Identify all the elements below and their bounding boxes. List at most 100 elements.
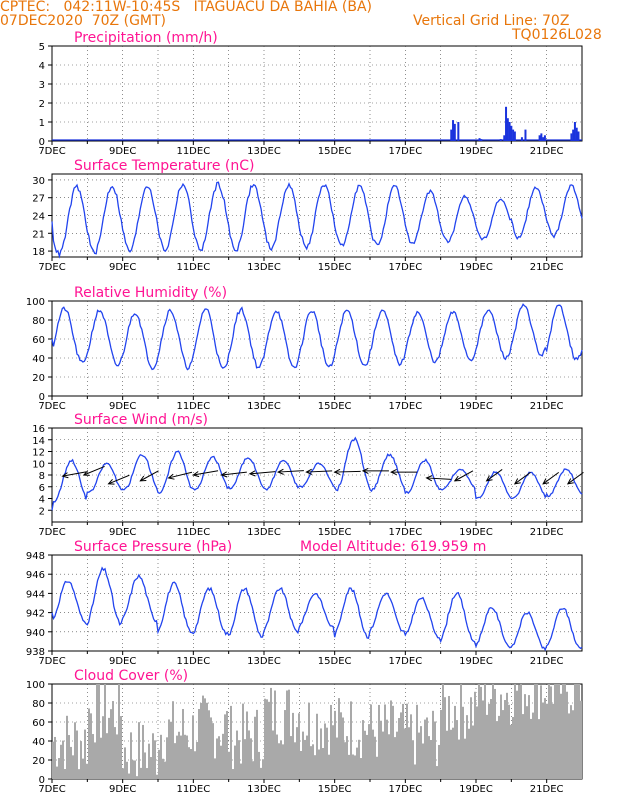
cloud-bar — [266, 699, 268, 779]
cloud-bar — [312, 744, 314, 779]
wind-arrow — [221, 471, 247, 476]
grid-note: Vertical Grid Line: 70Z — [413, 13, 570, 29]
precip-bar — [542, 137, 545, 141]
cloud-bar — [362, 720, 364, 779]
cloud-bar — [490, 699, 492, 779]
cloud-bar — [378, 704, 380, 779]
cloud-bar — [344, 742, 346, 779]
wind-arrow-head — [513, 478, 521, 485]
cloud-bar — [410, 714, 412, 779]
ytick-wind: 10 — [32, 459, 45, 470]
cloud-bar — [168, 719, 170, 779]
xtick-temp: 13DEC — [247, 262, 281, 273]
cloud-bar — [386, 719, 388, 779]
cloud-bar — [134, 760, 136, 779]
cloud-bar — [452, 727, 454, 779]
cloud-bar — [88, 708, 90, 779]
cloud-bar — [52, 741, 54, 779]
cloud-bar — [202, 695, 204, 779]
panel-title-pressure: Surface Pressure (hPa) — [74, 539, 232, 555]
cloud-bar — [510, 724, 512, 779]
xtick-humidity: 15DEC — [318, 401, 352, 412]
cloud-bar — [256, 709, 258, 779]
cloud-bar — [150, 757, 152, 779]
panel-title-temp: Surface Temperature (nC) — [74, 158, 255, 174]
cloud-bar — [454, 705, 456, 779]
cloud-bar — [322, 747, 324, 779]
station-title: CPTEC: 042:11W-10:45S ITAGUACU DA BAHIA … — [0, 0, 372, 15]
xtick-cloud: 17DEC — [388, 784, 422, 795]
cloud-bar — [178, 731, 180, 779]
wind-arrow-head — [192, 471, 200, 478]
wind-arrow — [140, 470, 159, 482]
cloud-bar — [380, 720, 382, 779]
cloud-bar — [218, 736, 220, 779]
precip-bar — [512, 129, 515, 141]
plot-frame-precip — [51, 45, 583, 142]
cloud-bar — [526, 706, 528, 779]
precip-bar — [570, 133, 573, 141]
cloud-bar — [318, 749, 320, 779]
cloud-bar — [244, 739, 246, 779]
ytick-precip: 4 — [39, 61, 45, 72]
cloud-bar — [444, 697, 446, 779]
precip-bar — [452, 120, 455, 141]
wind-arrow — [426, 477, 452, 480]
cloud-bar — [304, 739, 306, 779]
cloud-bar — [114, 727, 116, 779]
cloud-bar — [480, 686, 482, 779]
cloud-bar — [406, 703, 408, 779]
cloud-bar — [422, 743, 424, 779]
xtick-cloud: 19DEC — [459, 784, 493, 795]
cloud-bar — [366, 734, 368, 779]
cloud-bar — [436, 766, 438, 779]
cloud-bar — [270, 687, 272, 779]
cloud-bar — [388, 734, 390, 779]
cloud-bar — [356, 747, 358, 779]
xtick-wind: 7DEC — [38, 527, 65, 538]
xtick-precip: 9DEC — [109, 146, 136, 157]
xtick-pressure: 9DEC — [109, 656, 136, 667]
xtick-temp: 21DEC — [530, 262, 564, 273]
cloud-bar — [100, 737, 102, 779]
ytick-precip: 5 — [39, 42, 45, 53]
cloud-bar — [110, 709, 112, 779]
cloud-bar — [160, 734, 162, 779]
cloud-bar — [216, 738, 218, 779]
ytick-cloud: 0 — [39, 775, 45, 786]
cloud-bar — [514, 684, 516, 779]
cloud-bar — [268, 701, 270, 779]
cloud-bar — [288, 689, 290, 779]
cloud-bar — [144, 752, 146, 779]
cloud-bar — [316, 713, 318, 779]
cloud-bar — [540, 685, 542, 779]
wind-arrow — [542, 471, 560, 485]
ytick-temp: 24 — [32, 212, 45, 223]
xtick-temp: 11DEC — [176, 262, 210, 273]
cloud-bar — [332, 725, 334, 779]
ytick-temp: 30 — [32, 176, 45, 187]
wind-arrow-head — [542, 478, 550, 485]
cloud-bar — [348, 754, 350, 779]
cloud-bar — [92, 734, 94, 779]
cloud-bar — [548, 684, 550, 779]
cloud-bar — [528, 695, 530, 779]
xtick-wind: 19DEC — [459, 527, 493, 538]
ytick-humidity: 80 — [32, 316, 45, 327]
cloud-bar — [124, 747, 126, 779]
cloud-bar — [394, 737, 396, 779]
cloud-bar — [128, 773, 130, 779]
cloud-bar — [500, 694, 502, 779]
ytick-pressure: 948 — [26, 551, 45, 562]
cloud-bar — [556, 684, 558, 779]
ytick-wind: 16 — [32, 424, 45, 435]
cloud-bar — [214, 758, 216, 779]
cloud-bar — [546, 703, 548, 779]
cloud-bar — [442, 684, 444, 779]
panel-subtitle-pressure: Model Altitude: 619.959 m — [300, 539, 486, 555]
cloud-bar — [518, 684, 520, 779]
cloud-bar — [66, 715, 68, 779]
cloud-bar — [300, 750, 302, 779]
cloud-bar — [478, 684, 480, 779]
xtick-pressure: 21DEC — [530, 656, 564, 667]
